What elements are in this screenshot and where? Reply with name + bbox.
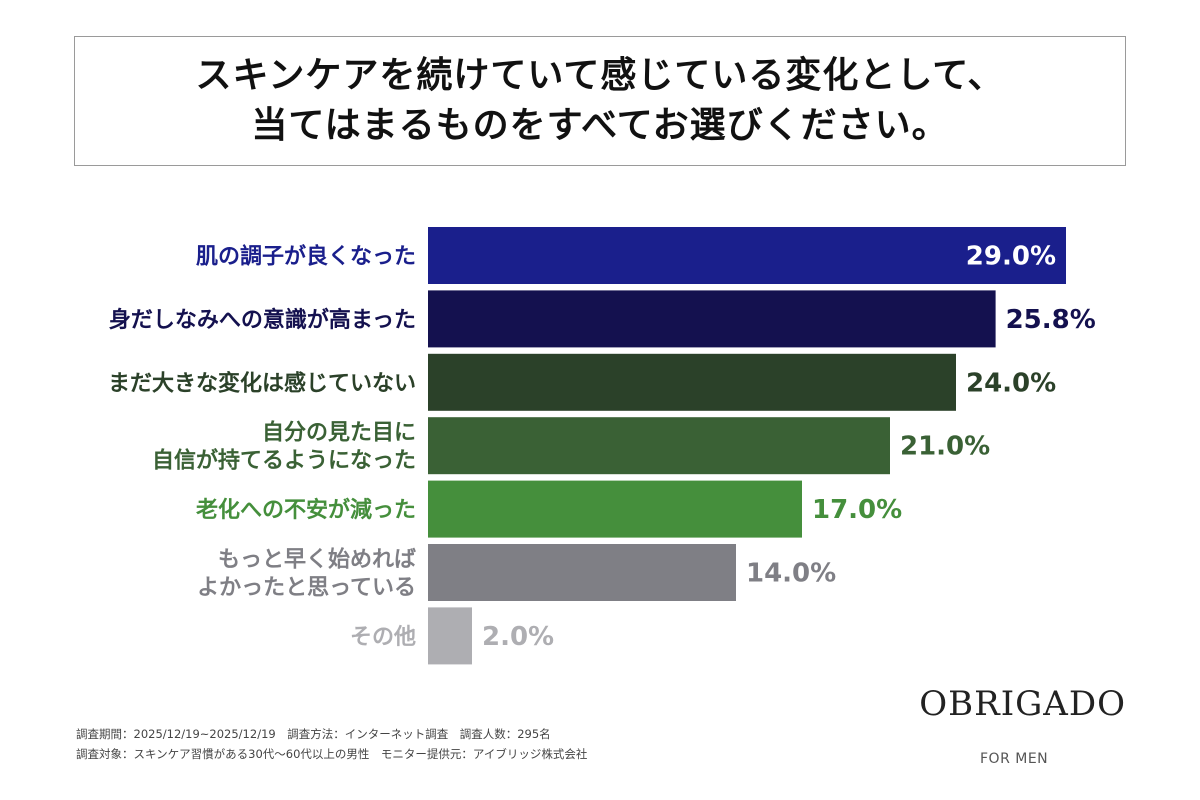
bar-4 xyxy=(428,480,802,538)
category-label-0: 肌の調子が良くなった xyxy=(196,244,416,270)
value-label-3: 21.0% xyxy=(900,432,990,462)
category-label-2: まだ大きな変化は感じていない xyxy=(108,370,416,396)
value-label-6: 2.0% xyxy=(482,622,554,652)
chart-title-line-1: スキンケアを続けていて感じている変化として、 xyxy=(195,55,1005,96)
bar-2 xyxy=(428,353,956,411)
category-label-6: その他 xyxy=(350,625,416,650)
value-label-4: 17.0% xyxy=(812,495,902,525)
bar-1 xyxy=(428,290,996,348)
value-label-0: 29.0% xyxy=(966,242,1056,272)
brand-tagline: FOR MEN xyxy=(980,751,1049,767)
category-label-1: 身だしなみへの意識が高まった xyxy=(109,307,416,333)
category-label-4: 老化への不安が減った xyxy=(195,497,416,523)
bar-6 xyxy=(428,607,472,665)
survey-info-line-2: 調査対象：スキンケア習慣がある30代〜60代以上の男性 モニター提供元：アイブリ… xyxy=(76,747,588,761)
bar-0 xyxy=(428,227,1066,284)
value-label-5: 14.0% xyxy=(746,559,836,589)
category-label-3: 自分の見た目に自信が持てるようになった xyxy=(152,420,416,474)
value-label-1: 25.8% xyxy=(1006,305,1096,335)
survey-info-line-1: 調査期間：2025/12/19~2025/12/19 調査方法：インターネット調… xyxy=(76,727,551,741)
chart-title-line-2: 当てはまるものをすべてお選びください。 xyxy=(251,105,949,146)
category-label-5: もっと早く始めればよかったと思っている xyxy=(197,547,416,601)
title-box: スキンケアを続けていて感じている変化として、 当てはまるものをすべてお選びくださ… xyxy=(74,36,1126,166)
value-label-2: 24.0% xyxy=(966,368,1056,398)
brand-logo: OBRIGADO xyxy=(919,684,1126,724)
bar-5 xyxy=(428,544,736,601)
bar-3 xyxy=(428,417,890,475)
